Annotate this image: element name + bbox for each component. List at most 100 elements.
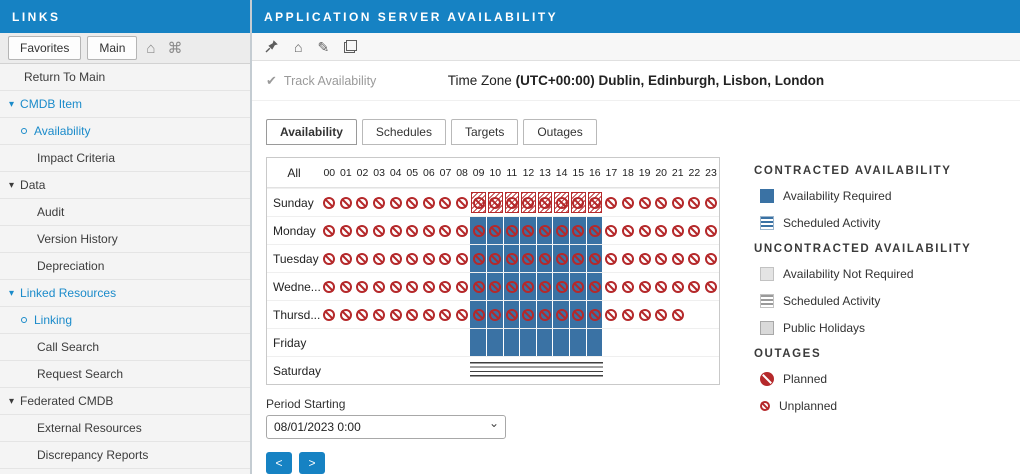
grid-cell-sunday-09[interactable] xyxy=(470,188,487,216)
grid-cell-thursd-19[interactable] xyxy=(636,300,653,328)
grid-cell-wedne-16[interactable] xyxy=(587,272,604,300)
grid-cell-saturday-10[interactable] xyxy=(487,356,504,384)
grid-cell-monday-06[interactable] xyxy=(421,216,438,244)
grid-cell-thursd-07[interactable] xyxy=(437,300,454,328)
sidebar-item-linking[interactable]: Linking xyxy=(0,307,250,334)
grid-cell-monday-07[interactable] xyxy=(437,216,454,244)
grid-cell-saturday-22[interactable] xyxy=(686,356,703,384)
grid-cell-wedne-18[interactable] xyxy=(620,272,637,300)
sidebar-item-cmdb-item[interactable]: ▾CMDB Item xyxy=(0,91,250,118)
grid-cell-wedne-23[interactable] xyxy=(703,272,720,300)
grid-cell-saturday-23[interactable] xyxy=(703,356,720,384)
grid-cell-monday-18[interactable] xyxy=(620,216,637,244)
grid-cell-friday-05[interactable] xyxy=(404,328,421,356)
grid-cell-sunday-07[interactable] xyxy=(437,188,454,216)
grid-cell-tuesday-14[interactable] xyxy=(553,244,570,272)
grid-cell-monday-09[interactable] xyxy=(470,216,487,244)
sidebar-item-federated-cmdb[interactable]: ▾Federated CMDB xyxy=(0,388,250,415)
sidebar-item-external-resources[interactable]: External Resources xyxy=(0,415,250,442)
grid-cell-friday-06[interactable] xyxy=(421,328,438,356)
grid-cell-thursd-04[interactable] xyxy=(387,300,404,328)
sidebar-item-return-to-main[interactable]: Return To Main xyxy=(0,64,250,91)
hour-header-00[interactable]: 00 xyxy=(321,158,338,188)
grid-cell-tuesday-22[interactable] xyxy=(686,244,703,272)
sidebar-item-discrepancy-reports[interactable]: Discrepancy Reports xyxy=(0,442,250,469)
grid-cell-friday-07[interactable] xyxy=(437,328,454,356)
grid-cell-friday-00[interactable] xyxy=(321,328,338,356)
grid-cell-tuesday-17[interactable] xyxy=(603,244,620,272)
grid-cell-sunday-02[interactable] xyxy=(354,188,371,216)
grid-cell-tuesday-00[interactable] xyxy=(321,244,338,272)
tab-favorites[interactable]: Favorites xyxy=(8,36,81,60)
grid-cell-friday-02[interactable] xyxy=(354,328,371,356)
grid-cell-sunday-15[interactable] xyxy=(570,188,587,216)
next-period-button[interactable]: > xyxy=(299,452,325,474)
hour-header-02[interactable]: 02 xyxy=(354,158,371,188)
grid-cell-saturday-13[interactable] xyxy=(537,356,554,384)
period-select[interactable]: 08/01/2023 0:00 xyxy=(266,415,506,439)
track-availability-checkbox[interactable]: ✔ xyxy=(266,73,277,89)
tab-main[interactable]: Main xyxy=(87,36,137,60)
grid-cell-friday-23[interactable] xyxy=(703,328,720,356)
hour-header-19[interactable]: 19 xyxy=(636,158,653,188)
hour-header-05[interactable]: 05 xyxy=(404,158,421,188)
grid-cell-thursd-14[interactable] xyxy=(553,300,570,328)
grid-cell-thursd-17[interactable] xyxy=(603,300,620,328)
grid-cell-wedne-00[interactable] xyxy=(321,272,338,300)
hour-header-07[interactable]: 07 xyxy=(437,158,454,188)
hour-header-10[interactable]: 10 xyxy=(487,158,504,188)
grid-cell-monday-20[interactable] xyxy=(653,216,670,244)
grid-cell-monday-02[interactable] xyxy=(354,216,371,244)
grid-cell-wedne-13[interactable] xyxy=(537,272,554,300)
grid-cell-sunday-20[interactable] xyxy=(653,188,670,216)
grid-cell-saturday-05[interactable] xyxy=(404,356,421,384)
grid-cell-friday-17[interactable] xyxy=(603,328,620,356)
grid-cell-saturday-06[interactable] xyxy=(421,356,438,384)
grid-cell-friday-20[interactable] xyxy=(653,328,670,356)
grid-cell-monday-11[interactable] xyxy=(504,216,521,244)
grid-cell-saturday-07[interactable] xyxy=(437,356,454,384)
grid-cell-wedne-03[interactable] xyxy=(371,272,388,300)
hour-header-18[interactable]: 18 xyxy=(620,158,637,188)
grid-cell-friday-01[interactable] xyxy=(338,328,355,356)
hour-header-20[interactable]: 20 xyxy=(653,158,670,188)
grid-cell-sunday-22[interactable] xyxy=(686,188,703,216)
grid-cell-tuesday-02[interactable] xyxy=(354,244,371,272)
grid-cell-sunday-13[interactable] xyxy=(537,188,554,216)
grid-cell-sunday-06[interactable] xyxy=(421,188,438,216)
grid-cell-wedne-15[interactable] xyxy=(570,272,587,300)
grid-cell-friday-08[interactable] xyxy=(454,328,471,356)
grid-cell-wedne-07[interactable] xyxy=(437,272,454,300)
grid-cell-monday-21[interactable] xyxy=(669,216,686,244)
grid-cell-wedne-09[interactable] xyxy=(470,272,487,300)
grid-cell-wedne-06[interactable] xyxy=(421,272,438,300)
grid-cell-saturday-15[interactable] xyxy=(570,356,587,384)
grid-cell-saturday-11[interactable] xyxy=(504,356,521,384)
grid-cell-thursd-11[interactable] xyxy=(504,300,521,328)
grid-cell-wedne-01[interactable] xyxy=(338,272,355,300)
previous-period-button[interactable]: < xyxy=(266,452,292,474)
grid-cell-monday-01[interactable] xyxy=(338,216,355,244)
hour-header-03[interactable]: 03 xyxy=(371,158,388,188)
grid-cell-thursd-09[interactable] xyxy=(470,300,487,328)
day-label-tuesday[interactable]: Tuesday xyxy=(267,244,321,272)
grid-cell-tuesday-11[interactable] xyxy=(504,244,521,272)
grid-cell-saturday-20[interactable] xyxy=(653,356,670,384)
grid-cell-tuesday-09[interactable] xyxy=(470,244,487,272)
grid-cell-sunday-05[interactable] xyxy=(404,188,421,216)
grid-cell-tuesday-04[interactable] xyxy=(387,244,404,272)
grid-cell-sunday-00[interactable] xyxy=(321,188,338,216)
grid-cell-sunday-17[interactable] xyxy=(603,188,620,216)
edit-icon[interactable]: ✎ xyxy=(317,40,329,54)
grid-cell-thursd-05[interactable] xyxy=(404,300,421,328)
grid-cell-friday-15[interactable] xyxy=(570,328,587,356)
grid-cell-tuesday-03[interactable] xyxy=(371,244,388,272)
hour-header-23[interactable]: 23 xyxy=(703,158,720,188)
grid-cell-monday-08[interactable] xyxy=(454,216,471,244)
hour-header-17[interactable]: 17 xyxy=(603,158,620,188)
hour-header-01[interactable]: 01 xyxy=(338,158,355,188)
tab-outages[interactable]: Outages xyxy=(523,119,596,145)
sidebar-item-request-search[interactable]: Request Search xyxy=(0,361,250,388)
sidebar-item-audit[interactable]: Audit xyxy=(0,199,250,226)
grid-cell-saturday-02[interactable] xyxy=(354,356,371,384)
